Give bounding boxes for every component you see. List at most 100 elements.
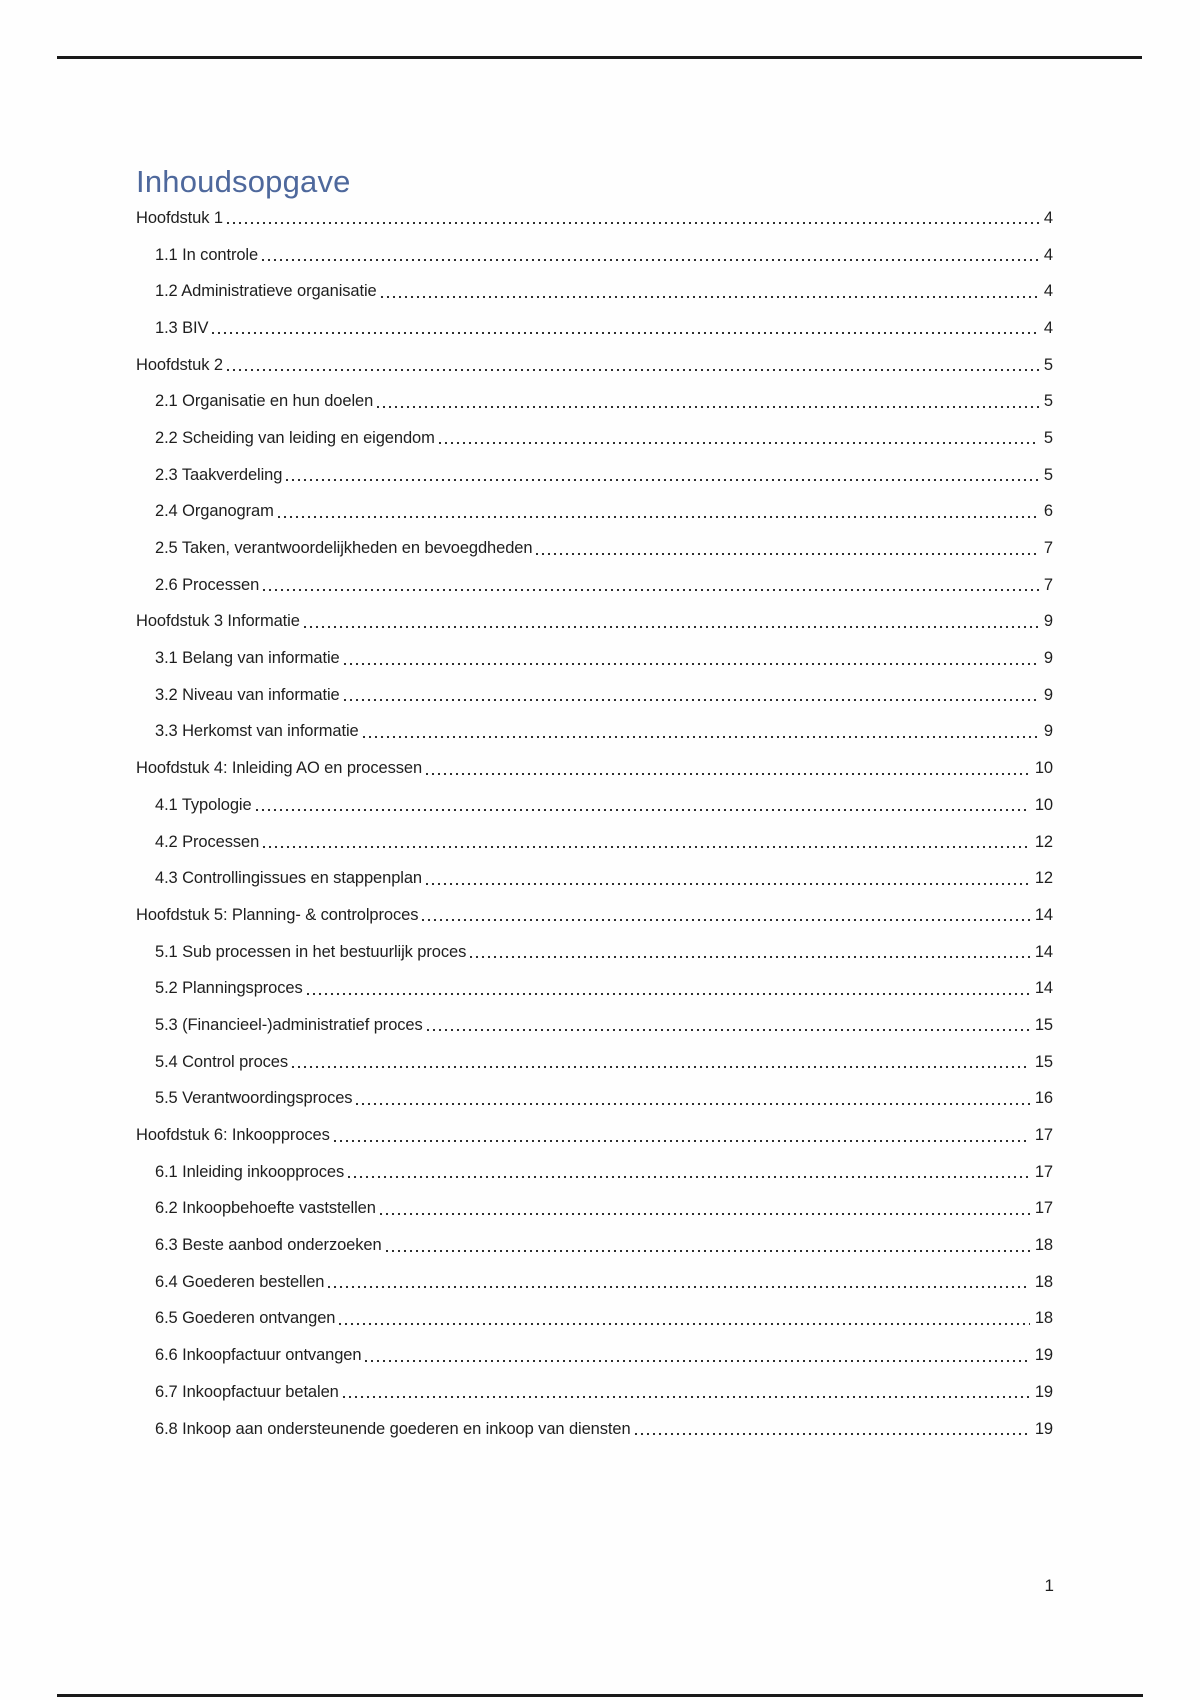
toc-entry[interactable]: 5.5 Verantwoordingsproces 16 (136, 1081, 1053, 1118)
toc-entry-page: 6 (1043, 502, 1053, 521)
toc-entry[interactable]: 3.1 Belang van informatie 9 (136, 640, 1053, 677)
dotted-leader (286, 479, 1039, 482)
toc-entry-page: 10 (1034, 795, 1053, 814)
dotted-leader (356, 1102, 1030, 1105)
toc-entry-label: 2.5 Taken, verantwoordelijkheden en bevo… (155, 539, 533, 558)
toc-entry[interactable]: 6.7 Inkoopfactuur betalen 19 (136, 1374, 1053, 1411)
toc-entry[interactable]: 6.5 Goederen ontvangen 18 (136, 1301, 1053, 1338)
dotted-leader (438, 442, 1039, 445)
toc-entry-page: 10 (1034, 759, 1053, 778)
toc-entry[interactable]: 3.3 Herkomst van informatie 9 (136, 714, 1053, 751)
toc-entry-label: 5.5 Verantwoordingsproces (155, 1089, 353, 1108)
toc-entry-label: 2.1 Organisatie en hun doelen (155, 392, 374, 411)
toc-entry[interactable]: 2.1 Organisatie en hun doelen 5 (136, 383, 1053, 420)
toc-entry-page: 19 (1034, 1382, 1053, 1401)
dotted-leader (333, 1139, 1030, 1142)
table-of-contents: Hoofdstuk 1 4 1.1 In controle 4 1.2 Administ… (136, 200, 1053, 1447)
toc-entry-label: 3.1 Belang van informatie (155, 649, 340, 668)
toc-entry-label: 2.6 Processen (155, 575, 260, 594)
toc-entry-label: 1.2 Administratieve organisatie (155, 282, 377, 301)
toc-entry[interactable]: 6.3 Beste aanbod onderzoeken 18 (136, 1227, 1053, 1264)
toc-entry[interactable]: 6.2 Inkoopbehoefte vaststellen 17 (136, 1191, 1053, 1228)
toc-entry-page: 7 (1043, 575, 1053, 594)
toc-entry[interactable]: 1.2 Administratieve organisatie 4 (136, 273, 1053, 310)
toc-entry-label: 4.1 Typologie (155, 795, 252, 814)
toc-entry[interactable]: 4.2 Processen 12 (136, 824, 1053, 861)
toc-entry-page: 17 (1034, 1162, 1053, 1181)
toc-entry[interactable]: 6.4 Goederen bestellen 18 (136, 1264, 1053, 1301)
toc-entry[interactable]: Hoofdstuk 6: Inkoopproces 17 (136, 1117, 1053, 1154)
toc-entry-page: 5 (1043, 465, 1053, 484)
toc-entry-label: 2.4 Organogram (155, 502, 274, 521)
dotted-leader (292, 1066, 1030, 1069)
toc-entry[interactable]: Hoofdstuk 4: Inleiding AO en processen 10 (136, 750, 1053, 787)
toc-entry[interactable]: 1.1 In controle 4 (136, 237, 1053, 274)
dotted-leader (306, 992, 1030, 995)
dotted-leader (377, 405, 1039, 408)
toc-entry-label: 6.4 Goederen bestellen (155, 1272, 325, 1291)
toc-entry-page: 17 (1034, 1199, 1053, 1218)
dotted-leader (385, 1249, 1030, 1252)
toc-entry-page: 19 (1034, 1419, 1053, 1438)
dotted-leader (226, 369, 1039, 372)
toc-entry[interactable]: Hoofdstuk 1 4 (136, 200, 1053, 237)
toc-entry[interactable]: 2.2 Scheiding van leiding en eigendom 5 (136, 420, 1053, 457)
dotted-leader (348, 1176, 1030, 1179)
toc-entry-page: 9 (1043, 685, 1053, 704)
toc-entry-label: 6.7 Inkoopfactuur betalen (155, 1382, 339, 1401)
toc-entry-label: 1.3 BIV (155, 318, 209, 337)
toc-entry-page: 15 (1034, 1052, 1053, 1071)
toc-entry-label: 6.6 Inkoopfactuur ontvangen (155, 1346, 362, 1365)
toc-entry[interactable]: Hoofdstuk 3 Informatie 9 (136, 604, 1053, 641)
toc-entry[interactable]: 6.1 Inleiding inkoopproces 17 (136, 1154, 1053, 1191)
toc-entry-label: Hoofdstuk 4: Inleiding AO en processen (136, 759, 423, 778)
toc-entry[interactable]: 5.1 Sub processen in het bestuurlijk pro… (136, 934, 1053, 971)
toc-entry[interactable]: 4.3 Controllingissues en stappenplan 12 (136, 860, 1053, 897)
toc-entry-page: 7 (1043, 539, 1053, 558)
toc-entry-label: 6.2 Inkoopbehoefte vaststellen (155, 1199, 376, 1218)
toc-entry-page: 18 (1034, 1272, 1053, 1291)
toc-entry-page: 17 (1034, 1126, 1053, 1145)
toc-entry[interactable]: Hoofdstuk 5: Planning- & controlproces 14 (136, 897, 1053, 934)
toc-entry[interactable]: 5.4 Control proces 15 (136, 1044, 1053, 1081)
toc-entry-page: 5 (1043, 392, 1053, 411)
dotted-leader (379, 1212, 1030, 1215)
toc-entry[interactable]: 5.3 (Financieel-)administratief proces 15 (136, 1007, 1053, 1044)
toc-entry-page: 14 (1034, 905, 1053, 924)
toc-entry-page: 9 (1043, 649, 1053, 668)
toc-entry[interactable]: Hoofdstuk 2 5 (136, 347, 1053, 384)
toc-entry[interactable]: 2.3 Taakverdeling 5 (136, 457, 1053, 494)
toc-entry-label: Hoofdstuk 3 Informatie (136, 612, 300, 631)
dotted-leader (212, 332, 1039, 335)
toc-entry[interactable]: 4.1 Typologie 10 (136, 787, 1053, 824)
dotted-leader (470, 956, 1030, 959)
dotted-leader (634, 1433, 1030, 1436)
dotted-leader (263, 846, 1030, 849)
toc-entry-label: 5.4 Control proces (155, 1052, 289, 1071)
toc-entry-label: 5.2 Planningsproces (155, 979, 303, 998)
toc-entry-label: 6.8 Inkoop aan ondersteunende goederen e… (155, 1419, 631, 1438)
toc-entry[interactable]: 6.6 Inkoopfactuur ontvangen 19 (136, 1337, 1053, 1374)
toc-entry-label: Hoofdstuk 5: Planning- & controlproces (136, 905, 419, 924)
dotted-leader (365, 1359, 1030, 1362)
toc-entry-label: 3.3 Herkomst van informatie (155, 722, 359, 741)
dotted-leader (343, 662, 1039, 665)
toc-entry[interactable]: 6.8 Inkoop aan ondersteunende goederen e… (136, 1411, 1053, 1448)
toc-entry-page: 4 (1043, 245, 1053, 264)
toc-entry[interactable]: 5.2 Planningsproces 14 (136, 970, 1053, 1007)
toc-entry[interactable]: 1.3 BIV 4 (136, 310, 1053, 347)
toc-entry[interactable]: 2.4 Organogram 6 (136, 494, 1053, 531)
footer-page-number: 1 (1044, 1576, 1054, 1595)
toc-entry-page: 4 (1043, 208, 1053, 227)
toc-entry[interactable]: 2.6 Processen 7 (136, 567, 1053, 604)
toc-entry-label: Hoofdstuk 2 (136, 355, 223, 374)
dotted-leader (277, 515, 1039, 518)
toc-entry-page: 18 (1034, 1236, 1053, 1255)
toc-entry-page: 9 (1043, 722, 1053, 741)
toc-entry-page: 5 (1043, 428, 1053, 447)
toc-entry[interactable]: 3.2 Niveau van informatie 9 (136, 677, 1053, 714)
dotted-leader (342, 1396, 1030, 1399)
toc-entry[interactable]: 2.5 Taken, verantwoordelijkheden en bevo… (136, 530, 1053, 567)
toc-entry-page: 12 (1034, 832, 1053, 851)
toc-entry-label: Hoofdstuk 6: Inkoopproces (136, 1126, 330, 1145)
